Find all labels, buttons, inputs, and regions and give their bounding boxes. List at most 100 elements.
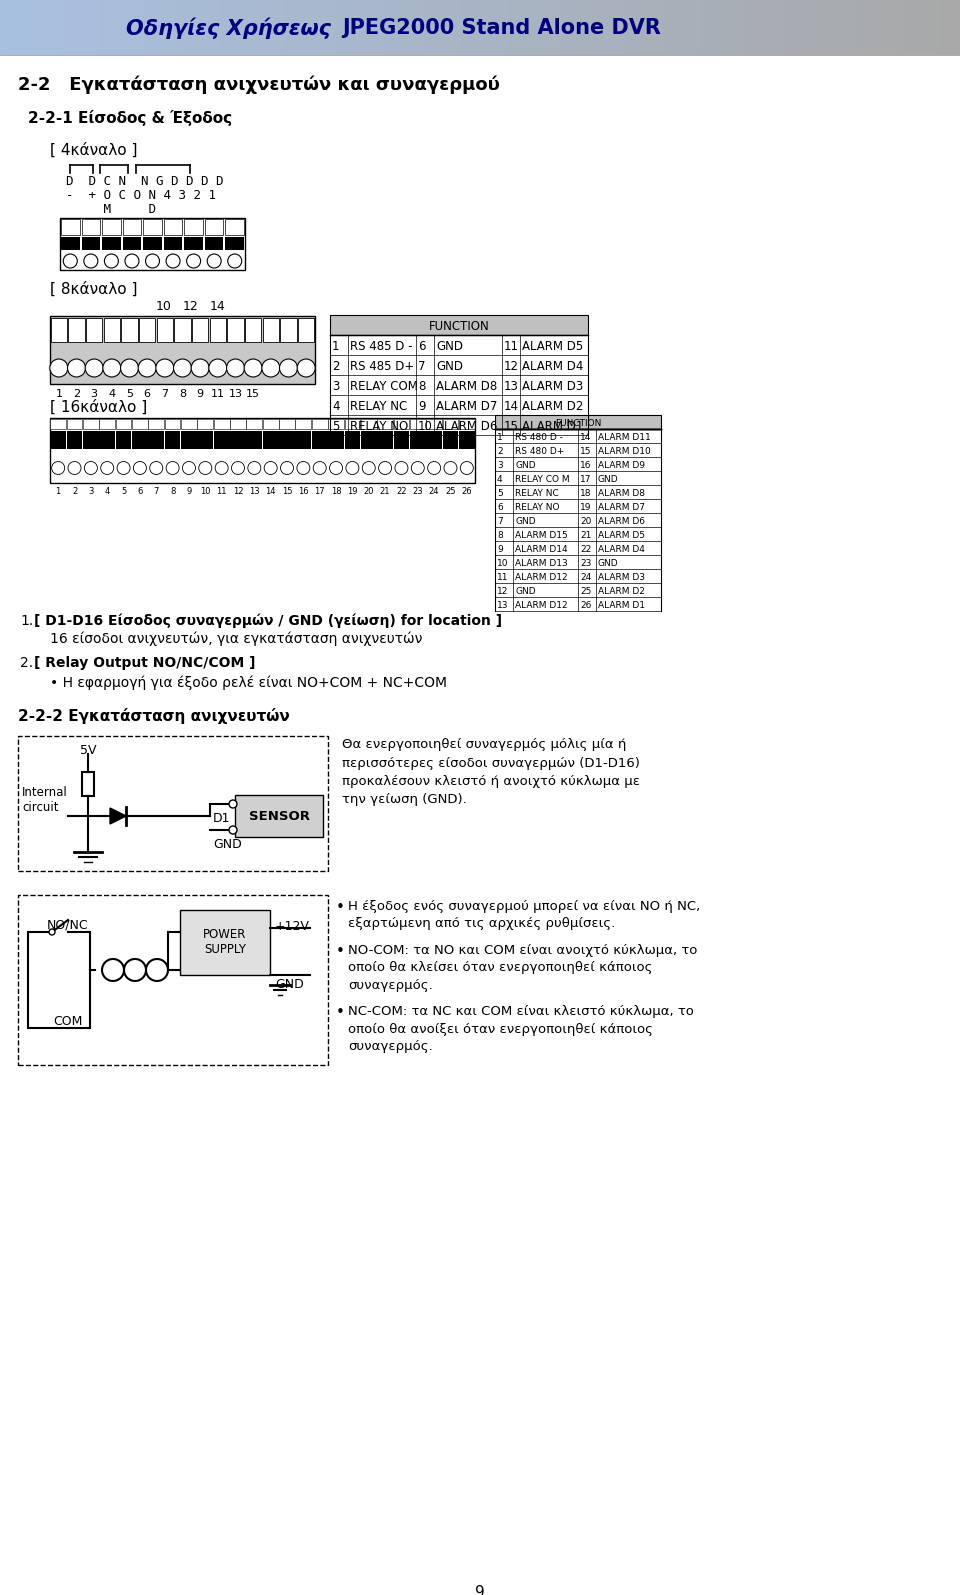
- Text: 19: 19: [580, 502, 591, 512]
- Bar: [280, 317, 297, 341]
- Text: ALARM D11: ALARM D11: [598, 432, 651, 442]
- Bar: [552, 0, 558, 54]
- Circle shape: [298, 359, 315, 376]
- Bar: [328, 419, 344, 429]
- Bar: [331, 0, 337, 54]
- Text: 4: 4: [332, 399, 340, 413]
- Text: 1.: 1.: [20, 614, 34, 628]
- Bar: [210, 317, 226, 341]
- Text: 9: 9: [197, 389, 204, 399]
- Bar: [168, 0, 174, 54]
- Bar: [345, 419, 360, 429]
- Bar: [672, 0, 678, 54]
- Bar: [298, 0, 303, 54]
- Bar: [156, 317, 173, 341]
- Circle shape: [186, 254, 201, 268]
- Bar: [263, 419, 278, 429]
- Bar: [643, 0, 649, 54]
- Bar: [123, 238, 141, 250]
- Bar: [595, 0, 601, 54]
- Bar: [330, 396, 588, 415]
- Text: 17: 17: [314, 486, 325, 496]
- Bar: [677, 0, 683, 54]
- Bar: [175, 317, 190, 341]
- Bar: [624, 0, 630, 54]
- Text: 7: 7: [161, 389, 168, 399]
- Bar: [614, 0, 620, 54]
- Bar: [768, 0, 774, 54]
- Text: 24: 24: [429, 486, 440, 496]
- Text: M     D: M D: [66, 203, 156, 215]
- Text: 2: 2: [332, 359, 340, 373]
- Bar: [144, 0, 150, 54]
- Bar: [394, 0, 399, 54]
- Bar: [230, 431, 246, 450]
- Text: 14: 14: [504, 399, 519, 413]
- Bar: [83, 431, 99, 450]
- Text: 14: 14: [265, 486, 276, 496]
- Bar: [629, 0, 635, 54]
- Text: 16: 16: [580, 461, 591, 469]
- Text: 24: 24: [580, 573, 591, 582]
- Bar: [99, 419, 115, 429]
- Bar: [279, 419, 295, 429]
- Bar: [840, 0, 846, 54]
- Bar: [898, 0, 903, 54]
- Text: Η έξοδος ενός συναγερμού μπορεί να είναι NO ή NC,
εξαρτώμενη από τις αρχικές ρυθ: Η έξοδος ενός συναγερμού μπορεί να είναι…: [348, 900, 700, 930]
- Circle shape: [215, 461, 228, 474]
- Text: ALARM D2: ALARM D2: [522, 399, 584, 413]
- Text: [ 16κάναλο ]: [ 16κάναλο ]: [50, 400, 147, 415]
- Bar: [398, 0, 404, 54]
- Bar: [361, 419, 376, 429]
- Bar: [48, 0, 54, 54]
- Text: 3: 3: [88, 486, 93, 496]
- Circle shape: [228, 254, 242, 268]
- Text: 16 είσοδοι ανιχνευτών, για εγκατάσταση ανιχνευτών: 16 είσοδοι ανιχνευτών, για εγκατάσταση α…: [50, 632, 422, 646]
- Bar: [682, 0, 687, 54]
- Bar: [917, 0, 923, 54]
- Text: 10: 10: [418, 419, 433, 432]
- Text: [ Relay Output NO/NC/COM ]: [ Relay Output NO/NC/COM ]: [34, 656, 255, 670]
- Text: 4: 4: [105, 486, 109, 496]
- Bar: [912, 0, 918, 54]
- Bar: [86, 0, 92, 54]
- Bar: [446, 0, 452, 54]
- Bar: [158, 0, 164, 54]
- Circle shape: [105, 254, 118, 268]
- Bar: [475, 0, 481, 54]
- Circle shape: [395, 461, 408, 474]
- Text: 7: 7: [418, 359, 425, 373]
- Text: 10: 10: [200, 486, 210, 496]
- Bar: [29, 0, 35, 54]
- Bar: [374, 0, 380, 54]
- Bar: [181, 431, 197, 450]
- Bar: [330, 356, 588, 375]
- Text: 3: 3: [90, 389, 98, 399]
- Bar: [451, 0, 457, 54]
- Bar: [206, 0, 212, 54]
- Bar: [427, 0, 433, 54]
- Text: 13: 13: [504, 380, 518, 392]
- Bar: [725, 0, 731, 54]
- Bar: [149, 419, 164, 429]
- Bar: [132, 431, 148, 450]
- Text: 19: 19: [348, 486, 358, 496]
- Circle shape: [280, 461, 294, 474]
- Bar: [202, 0, 207, 54]
- Bar: [504, 0, 510, 54]
- Bar: [495, 569, 661, 584]
- Circle shape: [117, 461, 130, 474]
- Text: GND: GND: [436, 359, 463, 373]
- Text: RELAY NO: RELAY NO: [350, 419, 408, 432]
- Bar: [946, 0, 951, 54]
- Bar: [835, 0, 841, 54]
- Bar: [296, 419, 311, 429]
- Bar: [163, 0, 169, 54]
- Bar: [130, 0, 135, 54]
- Circle shape: [174, 359, 191, 376]
- Bar: [355, 0, 361, 54]
- Bar: [66, 419, 83, 429]
- Bar: [494, 0, 500, 54]
- Bar: [499, 0, 505, 54]
- Text: FUNCTION: FUNCTION: [428, 319, 490, 332]
